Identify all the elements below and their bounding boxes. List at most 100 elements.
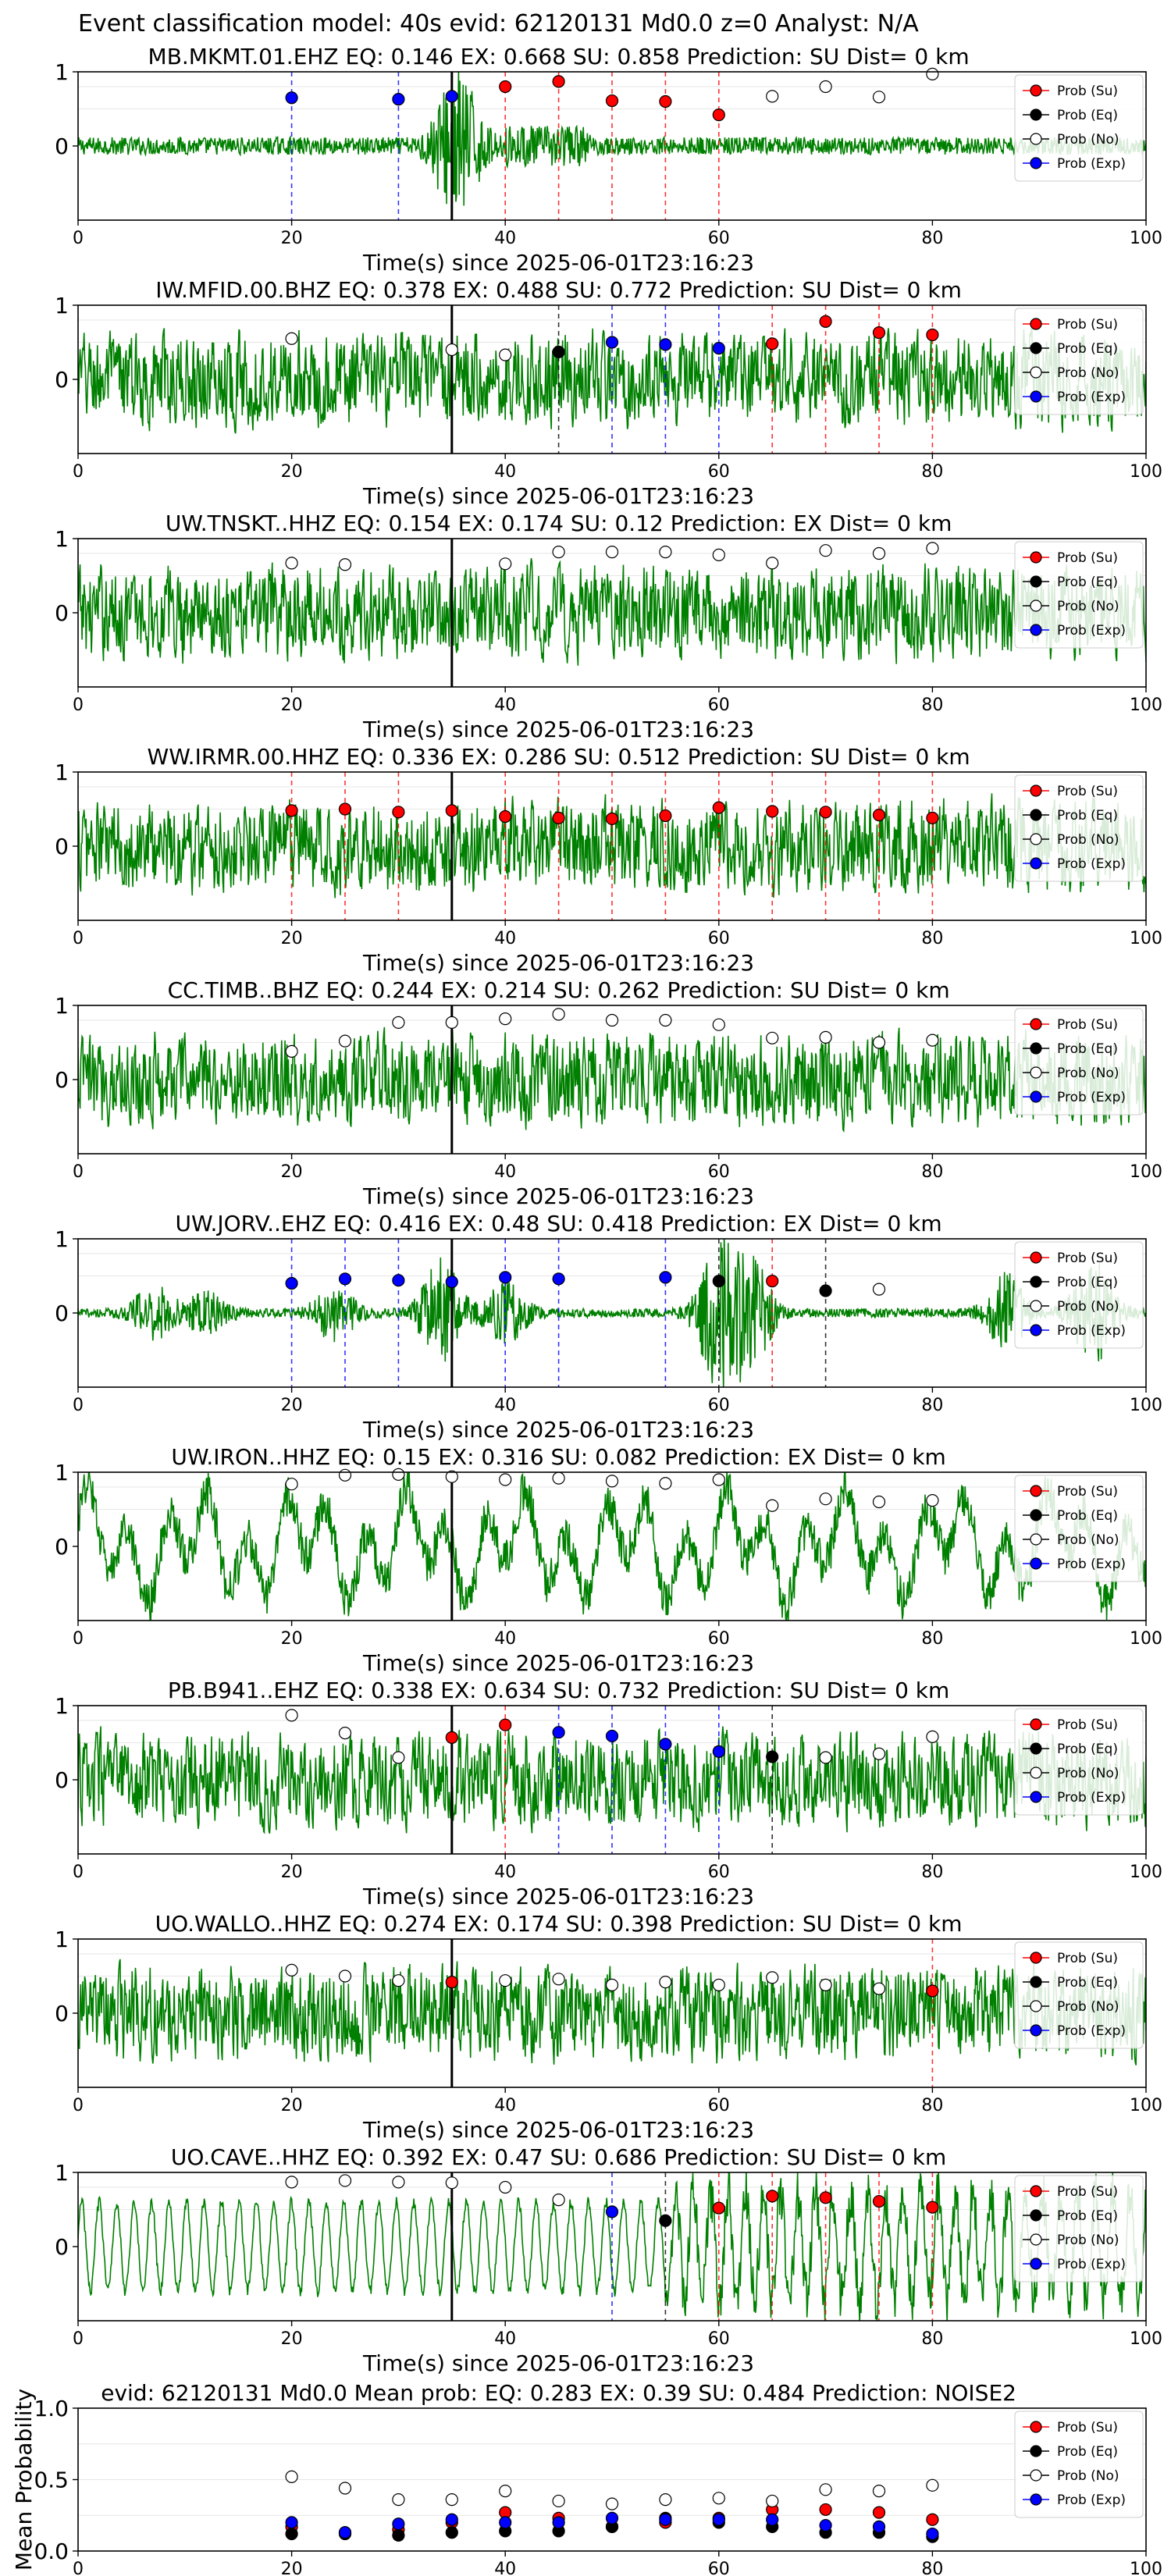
x-tick-label: 100 <box>1130 462 1162 482</box>
y-tick-label: 1 <box>55 59 69 85</box>
prob-point-exp <box>445 90 458 103</box>
legend-label-eq: Prob (Eq) <box>1057 1041 1118 1057</box>
prob-point-no <box>552 2194 565 2207</box>
prob-point-no <box>499 2180 512 2194</box>
legend-label-exp: Prob (Exp) <box>1057 1323 1126 1339</box>
x-tick-label: 100 <box>1130 1863 1162 1882</box>
x-axis-label: Time(s) since 2025-06-01T23:16:23 <box>362 1650 754 1676</box>
legend-label-no: Prob (No) <box>1057 2233 1119 2248</box>
legend-label-exp: Prob (Exp) <box>1057 2257 1126 2272</box>
x-tick-label: 40 <box>494 1396 516 1415</box>
x-tick-label: 60 <box>708 696 730 715</box>
legend-label-no: Prob (No) <box>1057 132 1119 148</box>
x-tick-label: 80 <box>921 1162 943 1182</box>
x-tick-label: 0 <box>73 229 84 248</box>
legend-marker-eq <box>1030 342 1042 354</box>
prob-point-no <box>819 1030 832 1044</box>
legend-label-su: Prob (Su) <box>1057 784 1118 799</box>
x-tick-label: 20 <box>281 2560 303 2576</box>
legend-label-no: Prob (No) <box>1057 1999 1119 2015</box>
prob-point-su <box>499 80 512 94</box>
prob-point-su <box>605 94 619 108</box>
prob-point-su <box>872 2194 886 2208</box>
prob-point-exp <box>659 338 672 351</box>
x-tick-label: 100 <box>1130 229 1162 248</box>
prob-point-su <box>712 2201 725 2215</box>
prob-point-no <box>552 545 565 559</box>
legend-marker-eq <box>1030 1042 1042 1055</box>
prob-point-no <box>819 80 832 94</box>
legend-marker-no <box>1030 133 1042 145</box>
x-tick-label: 40 <box>494 2096 516 2115</box>
prob-point-exp <box>392 1274 405 1287</box>
x-tick-label: 40 <box>494 2329 516 2349</box>
prob-point-no <box>659 1013 672 1027</box>
x-tick-label: 40 <box>494 696 516 715</box>
legend-marker-exp <box>1030 157 1042 169</box>
prob-point-no <box>872 1283 886 1296</box>
legend-marker-no <box>1030 366 1042 379</box>
prob-point-su <box>338 802 352 816</box>
prob-point-no <box>872 1982 886 1995</box>
prob-point-no <box>605 545 619 559</box>
chart-panel-11: evid: 62120131 Md0.0 Mean prob: EQ: 0.28… <box>11 2380 1162 2576</box>
y-tick-label: 1 <box>55 760 69 785</box>
x-tick-label: 20 <box>281 2329 303 2349</box>
prob-point-su <box>766 2190 779 2203</box>
prob-point-su <box>605 812 619 825</box>
legend-marker-eq <box>1030 109 1042 121</box>
legend-label-eq: Prob (Eq) <box>1057 1508 1118 1524</box>
y-tick-label: 0 <box>55 600 69 626</box>
prob-point-su <box>499 809 512 824</box>
legend-marker-eq <box>1030 575 1042 588</box>
prob-point-su <box>712 801 725 814</box>
legend-marker-exp <box>1030 1091 1042 1103</box>
legend-label-su: Prob (Su) <box>1057 1017 1118 1033</box>
x-tick-label: 80 <box>921 929 943 948</box>
legend-box <box>1014 1941 1144 2049</box>
prob-point-no <box>712 548 725 562</box>
x-tick-label: 80 <box>921 2096 943 2115</box>
prob-point-no <box>392 1974 405 1987</box>
prob-point-no <box>499 1473 512 1486</box>
prob-point-su <box>926 1984 939 1998</box>
legend-marker-eq <box>1030 2209 1042 2222</box>
legend-label-exp: Prob (Exp) <box>1057 1090 1126 1105</box>
x-tick-label: 0 <box>73 2560 84 2576</box>
x-axis-label: Time(s) since 2025-06-01T23:16:23 <box>362 2350 754 2376</box>
prob-point-no <box>712 1978 725 1991</box>
prob-point-su <box>819 806 832 819</box>
y-tick-label: 1 <box>55 993 69 1019</box>
x-tick-label: 20 <box>281 696 303 715</box>
prob-point-no <box>659 1976 672 1989</box>
x-tick-label: 0 <box>73 1162 84 1182</box>
figure-suptitle: Event classification model: 40s evid: 62… <box>78 10 919 37</box>
prob-point-no <box>819 544 832 557</box>
prob-point-exp <box>605 1729 619 1743</box>
prob-point-no <box>499 1974 512 1987</box>
x-tick-label: 100 <box>1130 2329 1162 2349</box>
plot-area <box>78 539 1146 687</box>
prob-point-su <box>819 315 832 328</box>
legend-label-no: Prob (No) <box>1057 1299 1119 1315</box>
prob-point-no <box>872 546 886 560</box>
x-tick-label: 0 <box>73 696 84 715</box>
x-tick-label: 100 <box>1130 2560 1162 2576</box>
mean-prob-point-no <box>605 2497 619 2510</box>
chart-panel-4: WW.IRMR.00.HHZ EQ: 0.336 EX: 0.286 SU: 0… <box>55 744 1162 976</box>
prob-point-no <box>499 348 512 361</box>
legend: Prob (Su) Prob (Eq) Prob (No) Prob (Exp) <box>1014 1475 1144 1582</box>
prob-point-no <box>766 1031 779 1044</box>
prob-point-no <box>285 332 298 345</box>
prob-point-no <box>659 545 672 559</box>
legend-box <box>1014 541 1144 649</box>
legend-marker-su <box>1030 84 1042 97</box>
prob-point-no <box>766 1971 779 1984</box>
legend-marker-exp <box>1030 2493 1042 2506</box>
prob-point-su <box>659 94 672 109</box>
x-tick-label: 0 <box>73 1863 84 1882</box>
prob-point-eq <box>766 1750 779 1763</box>
x-tick-label: 40 <box>494 1629 516 1649</box>
prob-point-exp <box>659 1271 672 1284</box>
x-tick-label: 60 <box>708 1629 730 1649</box>
